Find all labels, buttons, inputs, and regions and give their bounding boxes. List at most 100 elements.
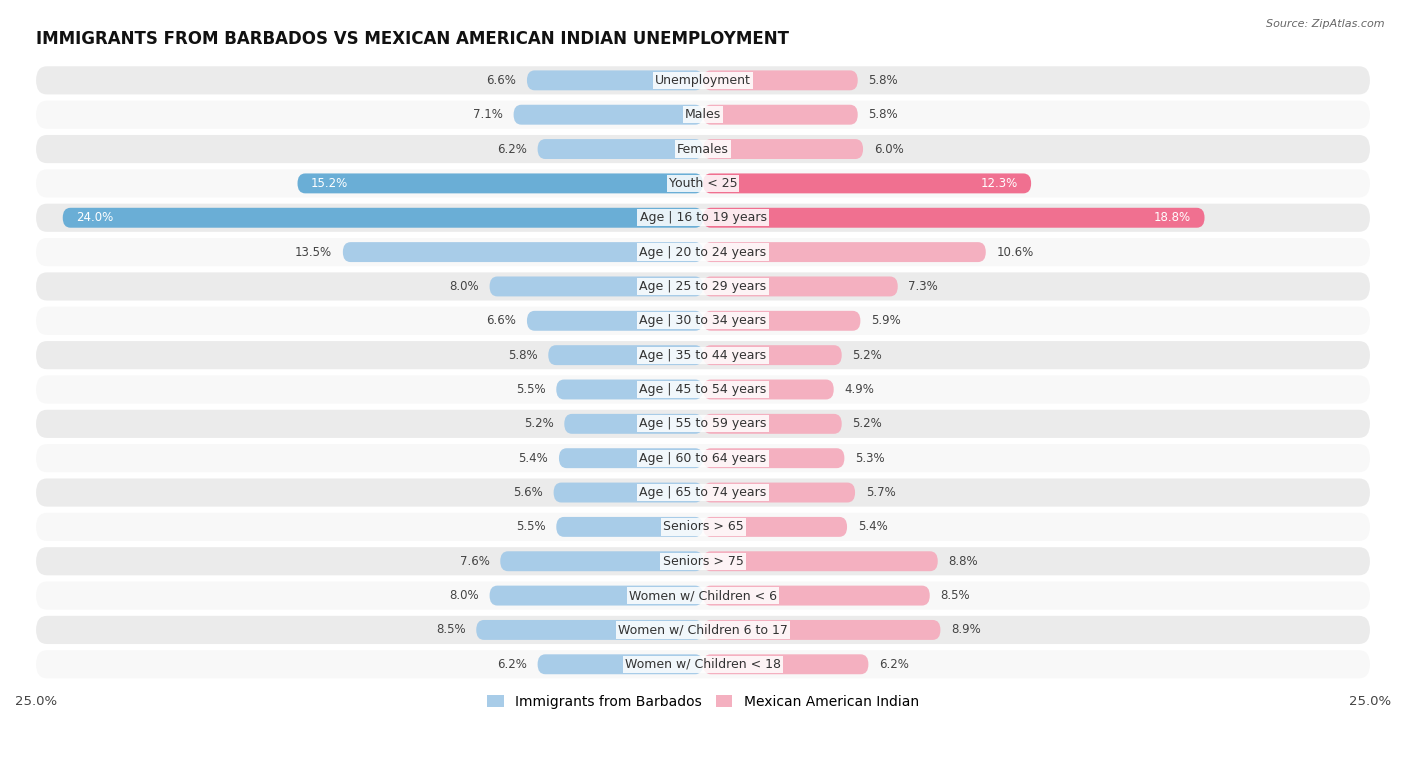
FancyBboxPatch shape xyxy=(527,70,703,90)
FancyBboxPatch shape xyxy=(37,238,1369,266)
Text: 7.6%: 7.6% xyxy=(460,555,489,568)
Legend: Immigrants from Barbados, Mexican American Indian: Immigrants from Barbados, Mexican Americ… xyxy=(482,689,924,715)
Text: Age | 25 to 29 years: Age | 25 to 29 years xyxy=(640,280,766,293)
FancyBboxPatch shape xyxy=(703,620,941,640)
FancyBboxPatch shape xyxy=(343,242,703,262)
Text: 5.9%: 5.9% xyxy=(872,314,901,327)
FancyBboxPatch shape xyxy=(37,478,1369,506)
Text: IMMIGRANTS FROM BARBADOS VS MEXICAN AMERICAN INDIAN UNEMPLOYMENT: IMMIGRANTS FROM BARBADOS VS MEXICAN AMER… xyxy=(37,30,789,48)
FancyBboxPatch shape xyxy=(37,307,1369,335)
Text: 5.4%: 5.4% xyxy=(858,520,887,534)
FancyBboxPatch shape xyxy=(298,173,703,193)
FancyBboxPatch shape xyxy=(37,204,1369,232)
Text: 18.8%: 18.8% xyxy=(1154,211,1191,224)
Text: Age | 45 to 54 years: Age | 45 to 54 years xyxy=(640,383,766,396)
Text: 8.8%: 8.8% xyxy=(949,555,979,568)
Text: Males: Males xyxy=(685,108,721,121)
Text: 6.6%: 6.6% xyxy=(486,74,516,87)
FancyBboxPatch shape xyxy=(703,207,1205,228)
Text: 6.6%: 6.6% xyxy=(486,314,516,327)
Text: 8.5%: 8.5% xyxy=(941,589,970,602)
Text: Women w/ Children < 6: Women w/ Children < 6 xyxy=(628,589,778,602)
Text: 8.0%: 8.0% xyxy=(450,280,479,293)
FancyBboxPatch shape xyxy=(37,273,1369,301)
FancyBboxPatch shape xyxy=(37,581,1369,609)
Text: 5.8%: 5.8% xyxy=(508,349,537,362)
Text: Women w/ Children < 18: Women w/ Children < 18 xyxy=(626,658,780,671)
Text: Age | 20 to 24 years: Age | 20 to 24 years xyxy=(640,245,766,259)
FancyBboxPatch shape xyxy=(703,139,863,159)
Text: 8.0%: 8.0% xyxy=(450,589,479,602)
FancyBboxPatch shape xyxy=(703,379,834,400)
Text: 5.6%: 5.6% xyxy=(513,486,543,499)
Text: 4.9%: 4.9% xyxy=(845,383,875,396)
FancyBboxPatch shape xyxy=(37,547,1369,575)
FancyBboxPatch shape xyxy=(37,67,1369,95)
FancyBboxPatch shape xyxy=(560,448,703,468)
Text: Seniors > 65: Seniors > 65 xyxy=(662,520,744,534)
Text: Seniors > 75: Seniors > 75 xyxy=(662,555,744,568)
FancyBboxPatch shape xyxy=(557,517,703,537)
Text: Unemployment: Unemployment xyxy=(655,74,751,87)
Text: Age | 16 to 19 years: Age | 16 to 19 years xyxy=(640,211,766,224)
FancyBboxPatch shape xyxy=(703,70,858,90)
Text: 8.9%: 8.9% xyxy=(950,624,981,637)
FancyBboxPatch shape xyxy=(703,482,855,503)
Text: 13.5%: 13.5% xyxy=(295,245,332,259)
FancyBboxPatch shape xyxy=(513,104,703,125)
Text: 5.5%: 5.5% xyxy=(516,520,546,534)
FancyBboxPatch shape xyxy=(37,101,1369,129)
FancyBboxPatch shape xyxy=(703,345,842,365)
Text: 24.0%: 24.0% xyxy=(76,211,114,224)
FancyBboxPatch shape xyxy=(37,341,1369,369)
Text: 6.2%: 6.2% xyxy=(879,658,908,671)
FancyBboxPatch shape xyxy=(703,448,845,468)
FancyBboxPatch shape xyxy=(63,207,703,228)
FancyBboxPatch shape xyxy=(703,311,860,331)
FancyBboxPatch shape xyxy=(477,620,703,640)
FancyBboxPatch shape xyxy=(554,482,703,503)
FancyBboxPatch shape xyxy=(703,276,898,297)
FancyBboxPatch shape xyxy=(37,650,1369,678)
Text: 10.6%: 10.6% xyxy=(997,245,1033,259)
FancyBboxPatch shape xyxy=(501,551,703,572)
Text: Women w/ Children 6 to 17: Women w/ Children 6 to 17 xyxy=(619,624,787,637)
Text: 12.3%: 12.3% xyxy=(980,177,1018,190)
FancyBboxPatch shape xyxy=(703,517,846,537)
Text: 5.4%: 5.4% xyxy=(519,452,548,465)
Text: Age | 30 to 34 years: Age | 30 to 34 years xyxy=(640,314,766,327)
FancyBboxPatch shape xyxy=(548,345,703,365)
FancyBboxPatch shape xyxy=(703,654,869,674)
FancyBboxPatch shape xyxy=(703,414,842,434)
Text: 8.5%: 8.5% xyxy=(436,624,465,637)
FancyBboxPatch shape xyxy=(703,242,986,262)
FancyBboxPatch shape xyxy=(537,654,703,674)
FancyBboxPatch shape xyxy=(489,586,703,606)
Text: Females: Females xyxy=(678,142,728,155)
FancyBboxPatch shape xyxy=(489,276,703,297)
FancyBboxPatch shape xyxy=(37,135,1369,164)
Text: 5.8%: 5.8% xyxy=(869,74,898,87)
Text: Age | 35 to 44 years: Age | 35 to 44 years xyxy=(640,349,766,362)
FancyBboxPatch shape xyxy=(703,104,858,125)
Text: 5.2%: 5.2% xyxy=(852,349,882,362)
Text: Age | 65 to 74 years: Age | 65 to 74 years xyxy=(640,486,766,499)
Text: 5.8%: 5.8% xyxy=(869,108,898,121)
FancyBboxPatch shape xyxy=(37,410,1369,438)
Text: 6.0%: 6.0% xyxy=(873,142,904,155)
Text: 5.7%: 5.7% xyxy=(866,486,896,499)
Text: 5.3%: 5.3% xyxy=(855,452,884,465)
Text: 5.5%: 5.5% xyxy=(516,383,546,396)
FancyBboxPatch shape xyxy=(37,444,1369,472)
Text: 6.2%: 6.2% xyxy=(498,142,527,155)
FancyBboxPatch shape xyxy=(527,311,703,331)
FancyBboxPatch shape xyxy=(703,586,929,606)
Text: 7.3%: 7.3% xyxy=(908,280,938,293)
FancyBboxPatch shape xyxy=(703,551,938,572)
FancyBboxPatch shape xyxy=(37,375,1369,403)
Text: Age | 55 to 59 years: Age | 55 to 59 years xyxy=(640,417,766,430)
FancyBboxPatch shape xyxy=(37,512,1369,541)
Text: Source: ZipAtlas.com: Source: ZipAtlas.com xyxy=(1267,19,1385,29)
FancyBboxPatch shape xyxy=(564,414,703,434)
Text: 6.2%: 6.2% xyxy=(498,658,527,671)
